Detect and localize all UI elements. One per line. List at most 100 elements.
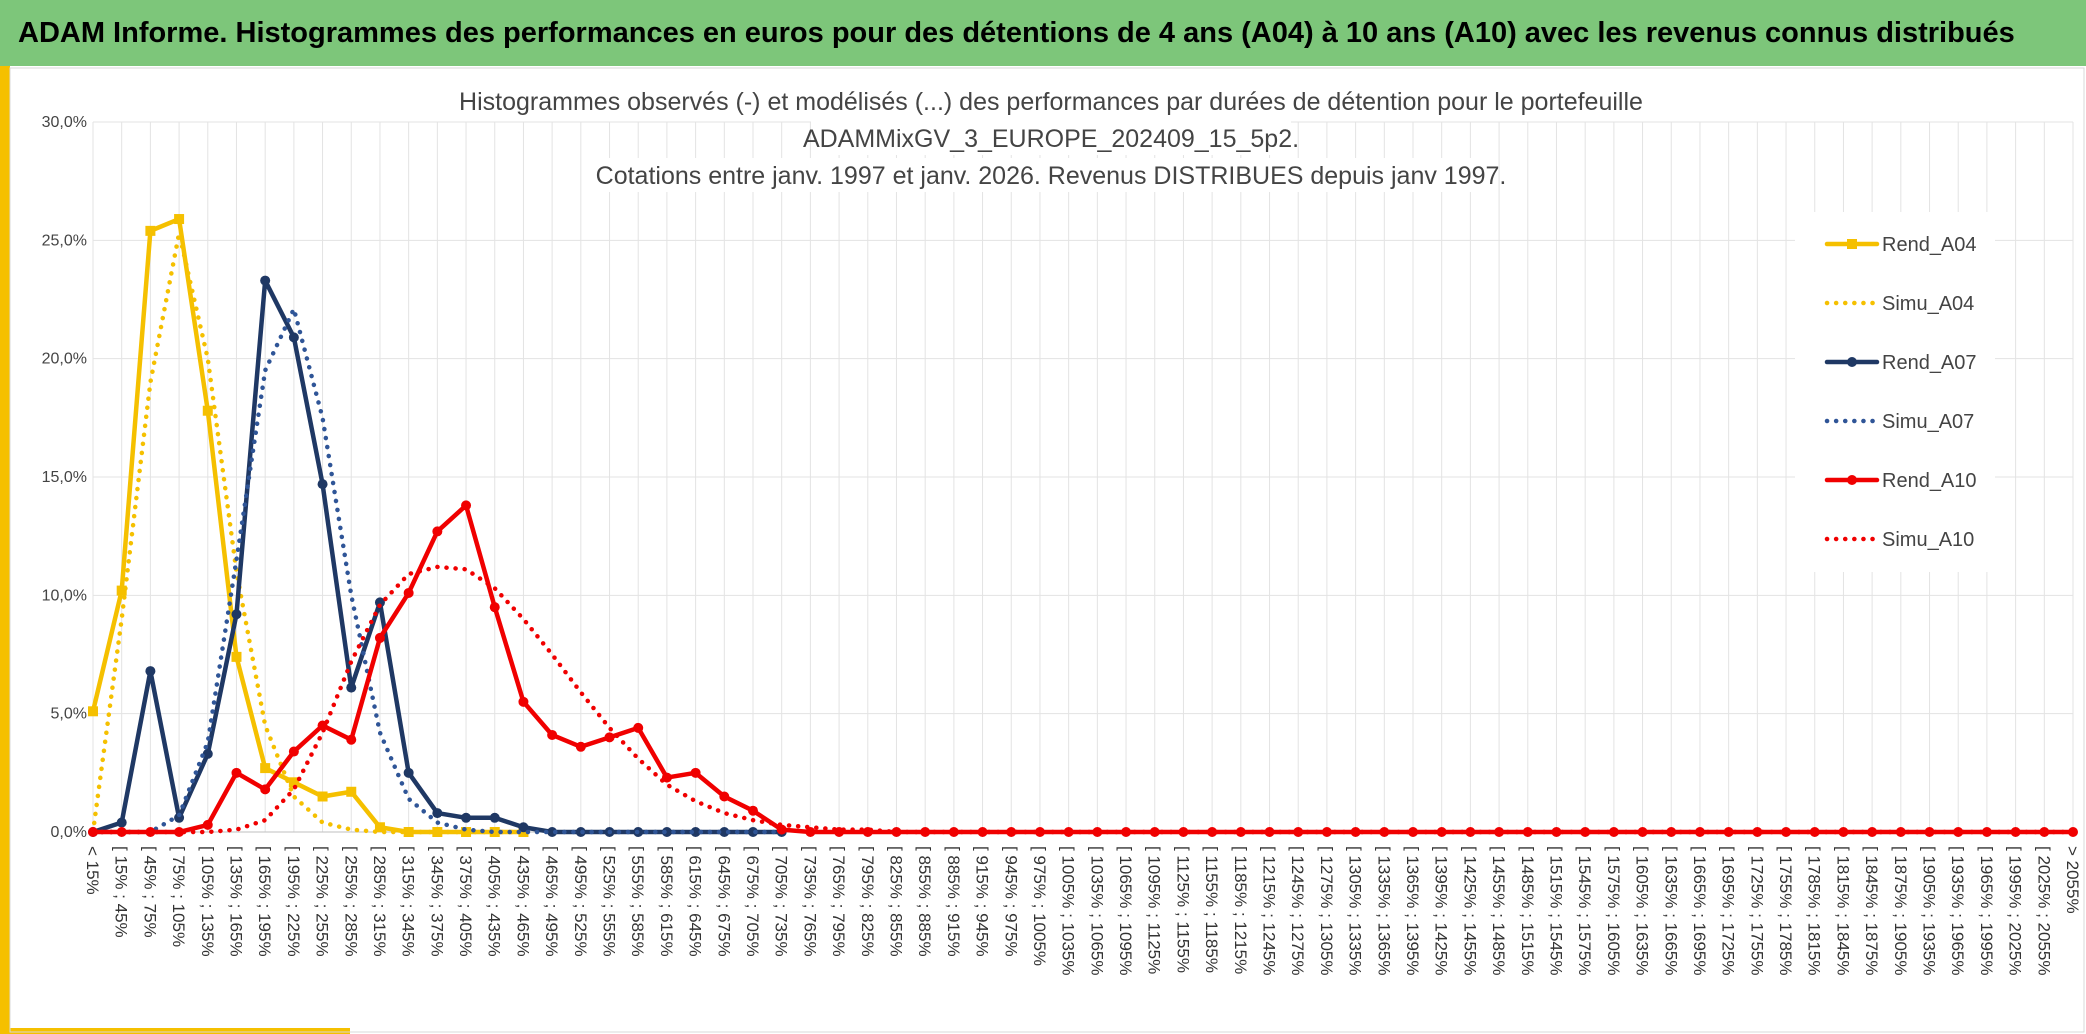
title-background bbox=[811, 121, 1291, 155]
marker bbox=[977, 827, 988, 837]
legend-marker bbox=[1847, 239, 1857, 249]
marker bbox=[1981, 827, 1992, 837]
x-tick-label: [ 15% ; 45% bbox=[112, 846, 131, 938]
x-tick-label: [ 435% ; 465% bbox=[513, 846, 532, 957]
marker bbox=[1809, 827, 1820, 837]
x-tick-label: [ 1755% ; 1785% bbox=[1776, 846, 1795, 975]
x-tick-label: [ 495% ; 525% bbox=[571, 846, 590, 957]
x-tick-label: [ 1425% ; 1455% bbox=[1460, 846, 1479, 975]
x-tick-label: [ 1605% ; 1635% bbox=[1633, 846, 1652, 975]
marker bbox=[748, 805, 758, 816]
marker bbox=[604, 732, 615, 743]
x-tick-label: [ 1365% ; 1395% bbox=[1403, 846, 1422, 975]
x-tick-label: [ 975% ; 1005% bbox=[1030, 846, 1049, 966]
marker bbox=[317, 479, 328, 490]
marker bbox=[432, 526, 443, 537]
x-tick-label: [ 255% ; 285% bbox=[341, 846, 360, 957]
marker bbox=[1235, 827, 1246, 837]
marker bbox=[518, 822, 529, 833]
marker bbox=[547, 827, 558, 837]
marker bbox=[432, 808, 443, 819]
x-tick-label: [ 1245% ; 1275% bbox=[1288, 846, 1307, 975]
x-tick-label: [ 345% ; 375% bbox=[427, 846, 446, 957]
marker bbox=[1178, 827, 1189, 837]
x-tick-label: [ 825% ; 855% bbox=[886, 846, 905, 957]
y-tick-label: 0,0% bbox=[51, 824, 87, 841]
marker bbox=[88, 706, 98, 717]
marker bbox=[1580, 827, 1591, 837]
x-tick-label: [ 765% ; 795% bbox=[829, 846, 848, 957]
x-tick-label: [ 855% ; 885% bbox=[915, 846, 934, 957]
marker bbox=[174, 214, 185, 225]
marker bbox=[661, 827, 672, 837]
marker bbox=[202, 748, 213, 759]
marker bbox=[805, 827, 816, 837]
marker bbox=[489, 602, 500, 613]
legend-label: Rend_A04 bbox=[1882, 234, 1977, 256]
x-tick-label: [ 165% ; 195% bbox=[255, 846, 274, 957]
marker bbox=[403, 767, 414, 778]
x-tick-label: [ 1725% ; 1755% bbox=[1747, 846, 1766, 975]
marker bbox=[1350, 827, 1361, 837]
chart-title: ADAMMixGV_3_EUROPE_202409_15_5p2. bbox=[803, 125, 1299, 153]
marker bbox=[1034, 827, 1045, 837]
series-line bbox=[90, 564, 2076, 835]
x-tick-label: [ 1995% ; 2025% bbox=[2006, 846, 2025, 975]
marker bbox=[748, 827, 758, 837]
marker bbox=[461, 500, 472, 511]
legend-label: Rend_A07 bbox=[1882, 352, 1977, 374]
x-tick-label: [ 1695% ; 1725% bbox=[1719, 846, 1738, 975]
marker bbox=[547, 729, 558, 740]
x-tick-label: [ 1665% ; 1695% bbox=[1690, 846, 1709, 975]
legend-background bbox=[1795, 212, 1995, 572]
marker bbox=[346, 682, 357, 693]
x-tick-label: [ 1815% ; 1845% bbox=[1833, 846, 1852, 975]
x-tick-label: [ 225% ; 255% bbox=[313, 846, 332, 957]
x-tick-label: [ 45% ; 75% bbox=[140, 846, 159, 938]
x-tick-label: [ 1485% ; 1515% bbox=[1518, 846, 1537, 975]
y-tick-label: 25,0% bbox=[42, 232, 87, 249]
x-tick-label: [ 1095% ; 1125% bbox=[1145, 846, 1164, 974]
marker bbox=[575, 741, 586, 752]
x-tick-label: [ 615% ; 645% bbox=[686, 846, 705, 957]
x-tick-label: [ 1005% ; 1035% bbox=[1059, 846, 1078, 975]
marker bbox=[690, 767, 701, 778]
x-tick-label: > 2055% bbox=[2063, 846, 2082, 914]
x-tick-label: [ 1455% ; 1485% bbox=[1489, 846, 1508, 975]
x-tick-label: [ 1545% ; 1575% bbox=[1575, 846, 1594, 975]
marker bbox=[260, 275, 271, 286]
x-tick-label: [ 1515% ; 1545% bbox=[1546, 846, 1565, 975]
x-tick-label: [ 405% ; 435% bbox=[485, 846, 504, 957]
x-tick-label: [ 885% ; 915% bbox=[944, 846, 963, 957]
x-tick-label: [ 915% ; 945% bbox=[973, 846, 992, 957]
marker bbox=[260, 763, 271, 774]
x-tick-label: [ 1275% ; 1305% bbox=[1317, 846, 1336, 975]
marker bbox=[288, 746, 299, 757]
x-tick-label: [ 1305% ; 1335% bbox=[1346, 846, 1365, 975]
marker bbox=[116, 585, 127, 596]
x-tick-label: [ 1035% ; 1065% bbox=[1087, 846, 1106, 975]
x-tick-label: [ 1905% ; 1935% bbox=[1920, 846, 1939, 975]
marker bbox=[633, 722, 644, 733]
x-tick-label: [ 1575% ; 1605% bbox=[1604, 846, 1623, 975]
marker bbox=[260, 784, 271, 795]
title-background bbox=[606, 158, 1496, 192]
x-tick-label: [ 75% ; 105% bbox=[169, 846, 188, 947]
x-tick-label: [ 705% ; 735% bbox=[772, 846, 791, 957]
marker bbox=[1781, 827, 1792, 837]
bottom-accent bbox=[0, 1028, 350, 1034]
x-tick-label: [ 525% ; 555% bbox=[600, 846, 619, 957]
x-tick-label: [ 1875% ; 1905% bbox=[1891, 846, 1910, 975]
x-tick-label: [ 1785% ; 1815% bbox=[1805, 846, 1824, 975]
x-tick-label: [ 1965% ; 1995% bbox=[1977, 846, 1996, 975]
x-tick-label: [ 555% ; 585% bbox=[628, 846, 647, 957]
left-accent bbox=[0, 66, 10, 1034]
marker bbox=[1006, 827, 1017, 837]
marker bbox=[202, 405, 213, 416]
x-tick-label: [ 1635% ; 1665% bbox=[1661, 846, 1680, 975]
marker bbox=[288, 777, 299, 788]
marker bbox=[403, 827, 414, 837]
marker bbox=[145, 225, 156, 236]
x-tick-label: [ 1335% ; 1365% bbox=[1374, 846, 1393, 975]
marker bbox=[374, 822, 385, 833]
